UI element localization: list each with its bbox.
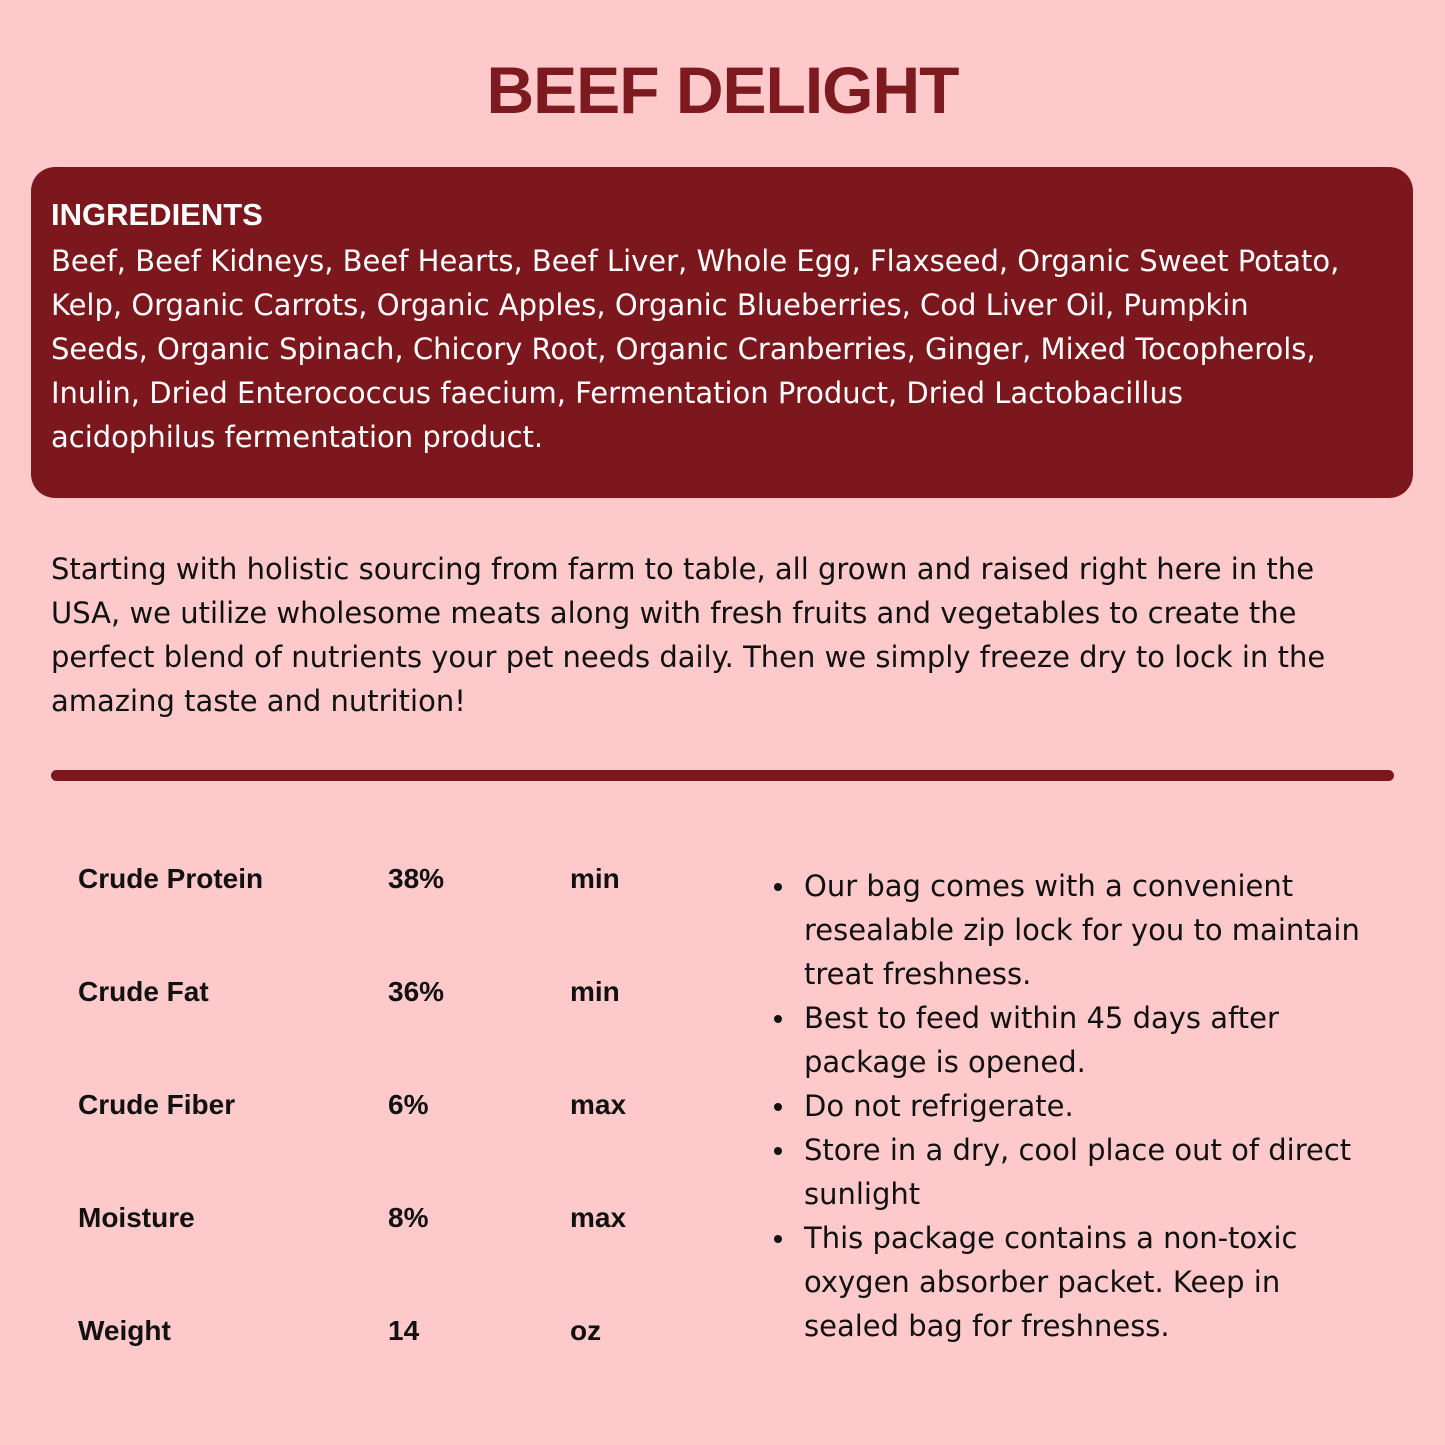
note-line: package is opened. xyxy=(804,1045,1086,1079)
note-line: resealable zip lock for you to maintain xyxy=(804,913,1360,947)
nutrient-qualifier: oz xyxy=(570,1315,602,1346)
nutrient-qualifier: max xyxy=(570,1202,627,1233)
description-line: amazing taste and nutrition! xyxy=(51,684,466,718)
nutrient-qualifier: min xyxy=(570,976,620,1007)
note-line: Store in a dry, cool place out of direct xyxy=(804,1133,1352,1167)
note-line: treat freshness. xyxy=(804,957,1032,991)
note-line: Do not refrigerate. xyxy=(804,1089,1074,1123)
ingredients-line: Inulin, Dried Enterococcus faecium, Ferm… xyxy=(51,376,1183,410)
note-line: Our bag comes with a convenient xyxy=(804,869,1294,903)
description-line: perfect blend of nutrients your pet need… xyxy=(51,640,1326,674)
ingredients-line: Kelp, Organic Carrots, Organic Apples, O… xyxy=(51,288,1249,322)
nutrient-qualifier: max xyxy=(570,1089,627,1120)
nutrient-value: 8% xyxy=(388,1202,429,1233)
note-line: oxygen absorber packet. Keep in xyxy=(804,1265,1281,1299)
nutrient-value: 6% xyxy=(388,1089,429,1120)
note-item: Do not refrigerate. xyxy=(770,1084,1360,1128)
nutrient-name: Weight xyxy=(78,1315,171,1346)
nutrient-name: Crude Fat xyxy=(78,976,209,1007)
description-line: USA, we utilize wholesome meats along wi… xyxy=(51,596,1297,630)
ingredients-line: Beef, Beef Kidneys, Beef Hearts, Beef Li… xyxy=(51,244,1340,278)
note-line: Best to feed within 45 days after xyxy=(804,1001,1279,1035)
nutrient-value: 38% xyxy=(388,863,445,894)
storage-notes: Our bag comes with a convenient resealab… xyxy=(770,864,1360,1348)
nutrient-value: 14 xyxy=(388,1315,420,1346)
nutrient-name: Moisture xyxy=(78,1202,195,1233)
nutrient-name: Crude Protein xyxy=(78,863,264,894)
product-title: BEEF DELIGHT xyxy=(486,53,959,127)
ingredients-panel: INGREDIENTS Beef, Beef Kidneys, Beef Hea… xyxy=(31,167,1413,498)
ingredients-line: acidophilus fermentation product. xyxy=(51,420,544,454)
note-line: sunlight xyxy=(804,1177,921,1211)
description: Starting with holistic sourcing from far… xyxy=(51,547,1325,723)
note-item: Best to feed within 45 days after packag… xyxy=(770,996,1360,1084)
divider xyxy=(51,770,1394,781)
note-line: sealed bag for freshness. xyxy=(804,1309,1170,1343)
ingredients-line: Seeds, Organic Spinach, Chicory Root, Or… xyxy=(51,332,1316,366)
note-line: This package contains a non-toxic xyxy=(804,1221,1298,1255)
nutrient-name: Crude Fiber xyxy=(78,1089,236,1120)
note-item: Store in a dry, cool place out of direct… xyxy=(770,1128,1360,1216)
ingredients-heading: INGREDIENTS xyxy=(51,197,263,232)
note-item: This package contains a non-toxic oxygen… xyxy=(770,1216,1360,1348)
note-item: Our bag comes with a convenient resealab… xyxy=(770,864,1360,996)
description-line: Starting with holistic sourcing from far… xyxy=(51,552,1315,586)
nutrient-value: 36% xyxy=(388,976,445,1007)
nutrient-qualifier: min xyxy=(570,863,620,894)
